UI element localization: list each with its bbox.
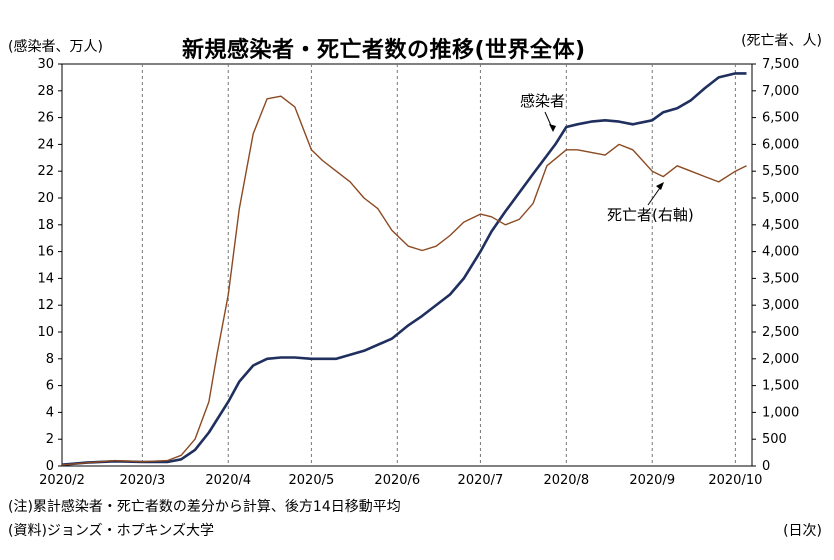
right-tick-label: 2,500 [762,325,799,340]
chart-source: (資料)ジョンズ・ホプキンズ大学 [8,523,214,539]
left-tick-label: 10 [37,325,54,340]
deaths-series-line [61,95,747,466]
left-tick-label: 16 [37,245,54,260]
right-tick-label: 1,500 [762,379,799,394]
right-tick-label: 7,500 [762,57,799,72]
right-tick-label: 1,000 [762,405,799,420]
right-tick-label: 500 [762,432,787,447]
infections-annotation-arrowhead [549,124,556,132]
left-tick-label: 22 [37,164,54,179]
right-tick-label: 5,500 [762,164,799,179]
right-axis-label: (死亡者、人) [741,33,822,49]
chart-svg: 2020/2 2020/3 2020/4 2020/5 2020/6 2020/7 2020… [37,57,799,488]
right-tick-label: 5,000 [762,191,799,206]
x-tick-label: 2020/8 [543,473,589,488]
left-tick-label: 28 [37,84,54,99]
right-tick-label: 0 [762,459,770,474]
right-tick-label: 6,500 [762,111,799,126]
left-tick-label: 2 [46,432,54,447]
chart-title: 新規感染者・死亡者数の推移(世界全体) [182,38,586,63]
right-tick-label: 4,500 [762,218,799,233]
left-tick-label: 8 [46,352,54,367]
left-tick-label: 6 [46,379,54,394]
left-tick-label: 30 [37,57,54,72]
deaths-annotation: 死亡者(右軸) [607,206,694,224]
left-tick-label: 20 [37,191,54,206]
plot-frame [61,63,753,467]
x-tick-label: 2020/6 [374,473,420,488]
x-tick-label: 2020/7 [458,473,504,488]
chart-note: (注)累計感染者・死亡者数の差分から計算、後方14日移動平均 [8,499,401,515]
left-tick-label: 26 [37,111,54,126]
deaths-annotation-arrowhead [656,182,664,190]
right-tick-label: 6,000 [762,137,799,152]
right-tick-label: 3,000 [762,298,799,313]
right-tick-label: 4,000 [762,245,799,260]
x-tick-label: 2020/4 [205,473,251,488]
infections-series-line [61,72,747,466]
right-tick-label: 7,000 [762,84,799,99]
infections-annotation: 感染者 [520,92,565,110]
left-tick-label: 4 [46,405,54,420]
x-axis-unit: (日次) [783,523,822,539]
x-tick-label: 2020/2 [39,473,85,488]
left-tick-label: 12 [37,298,54,313]
x-tick-label: 2020/9 [629,473,675,488]
left-tick-label: 24 [37,137,54,152]
x-tick-label: 2020/10 [708,473,762,488]
left-tick-label: 0 [46,459,54,474]
x-tick-label: 2020/5 [289,473,335,488]
left-tick-label: 14 [37,271,54,286]
right-tick-label: 2,000 [762,352,799,367]
left-tick-label: 18 [37,218,54,233]
x-tick-label: 2020/3 [119,473,165,488]
left-axis-label: (感染者、万人) [8,39,103,55]
right-tick-label: 3,500 [762,271,799,286]
